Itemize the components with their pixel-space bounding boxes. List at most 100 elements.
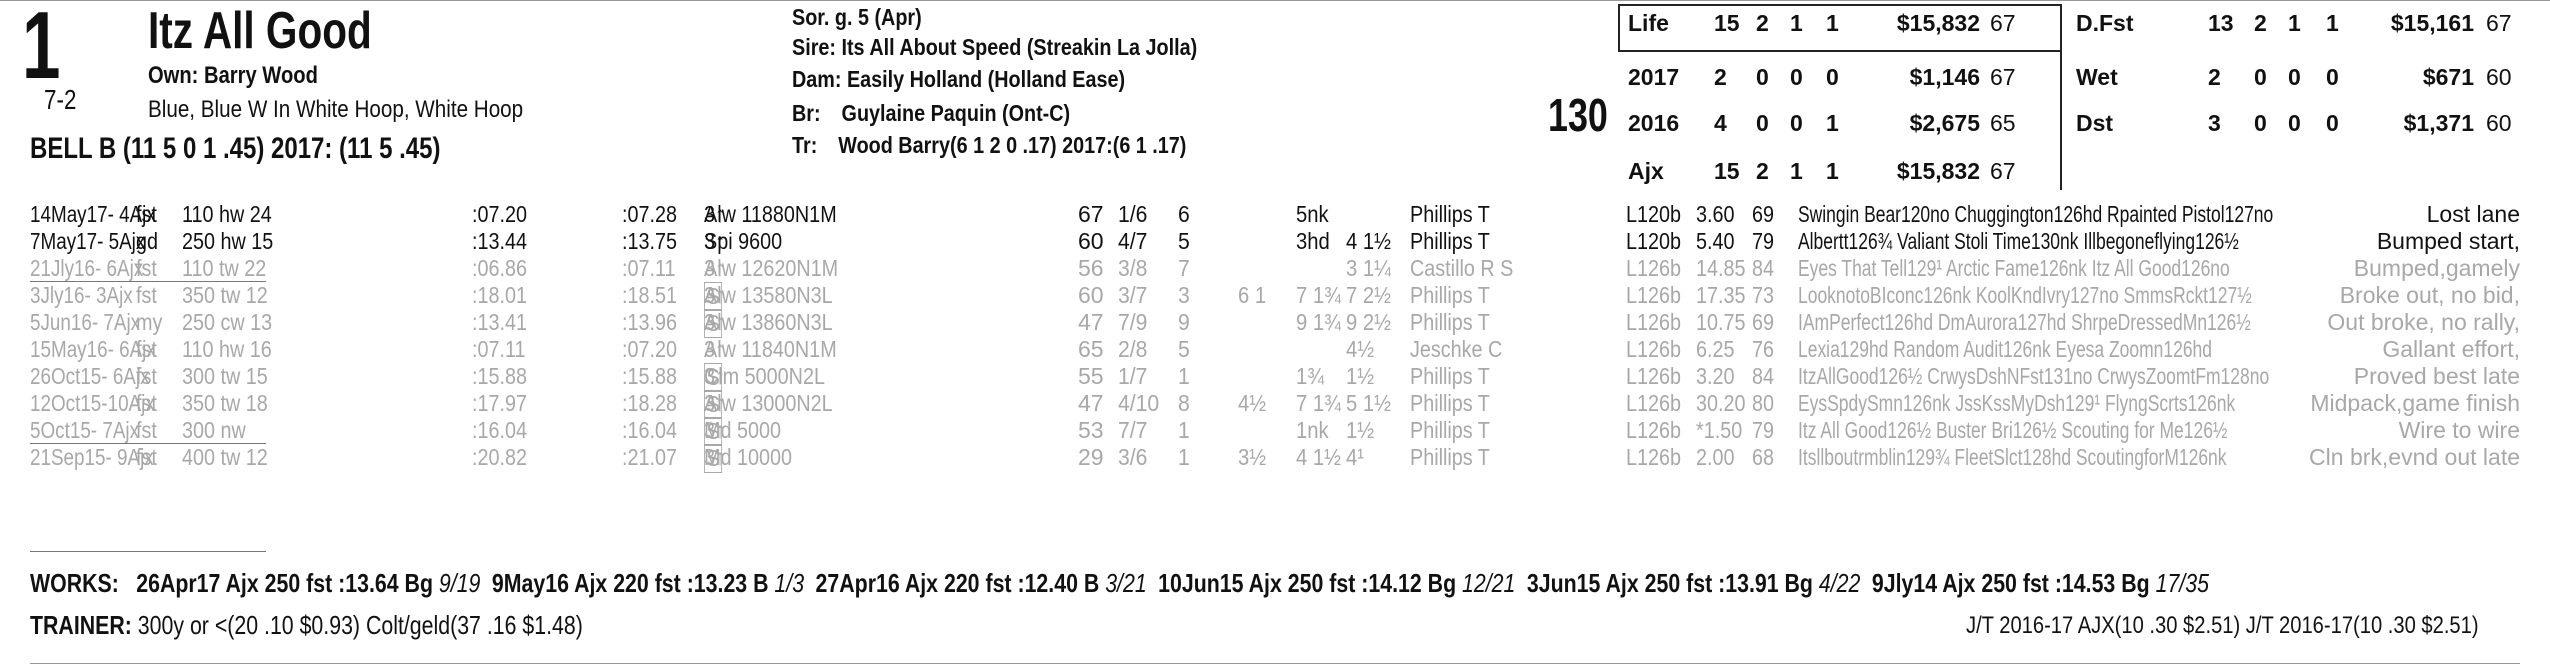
race-jockey: Jeschke C (1410, 336, 1503, 362)
trainer-line: Tr: Wood Barry(6 1 2 0 .17) 2017:(6 1 .1… (792, 132, 1186, 159)
trainer-stats-text: 300y or <(20 .10 $0.93) Colt/geld(37 .16… (137, 610, 583, 640)
race-speed-rating: 79 (1752, 228, 1775, 254)
finish-position: 4½ (1346, 336, 1375, 362)
bottom-rule (30, 663, 2520, 664)
age-restriction: 3↑ (704, 444, 725, 470)
surface-speed: 60 (2486, 110, 2512, 136)
age-restriction: 3↑ (704, 228, 725, 254)
start-position: 6 (1178, 201, 1190, 227)
race-date: 5Jun16- 7Ajx (30, 309, 141, 335)
age-restriction: 3↑ (704, 201, 725, 227)
stat-starts: 15 (1714, 158, 1740, 184)
top-finishers: Eyes That Tell129¹ Arctic Fame126nk Itz … (1798, 255, 2230, 281)
stat-places: 0 (1790, 110, 1803, 136)
fraction-time: :13.44 (472, 228, 527, 254)
race-date: 12Oct15-10Ajx (30, 390, 155, 416)
top-finishers: ItzAllGood126½ CrwysDshNFst131no CrwysZo… (1798, 363, 2270, 389)
race-row: 7May17- 5Ajx gd 250 hw 15:13.44:13.75 60 4/7… (0, 228, 2550, 255)
work-rank: 9/19 (438, 568, 481, 598)
stat-earnings: $15,832 (1896, 10, 1980, 36)
race-distance: 350 tw 12 (182, 282, 268, 308)
fraction-time: :07.20 (472, 201, 527, 227)
age-restriction: 3↑ (704, 336, 725, 362)
stat-starts: 2 (1714, 64, 1727, 90)
speed-figure: 60 (1078, 282, 1104, 308)
work-date: 10Jun15 (1158, 568, 1244, 598)
race-odds: 30.20 (1696, 390, 1746, 416)
race-jockey: Phillips T (1410, 201, 1490, 227)
speed-figure: 47 (1078, 309, 1104, 335)
start-position: 3 (1178, 282, 1190, 308)
works-line: WORKS: 26Apr17 Ajx 250 fst :13.64 Bg 9/1… (30, 567, 2209, 599)
race-jockey: Castillo R S (1410, 255, 1514, 281)
top-finishers: Itz All Good126½ Buster Bri126½ Scouting… (1798, 417, 2228, 443)
race-odds: 3.20 (1696, 363, 1735, 389)
dam-line: Dam: Easily Holland (Holland Ease) (792, 66, 1125, 93)
owner-label: Own: (148, 62, 199, 89)
race-comment: Lost lane (2426, 201, 2520, 227)
stats-box-top (1618, 4, 2062, 6)
speed-figure: 29 (1078, 444, 1104, 470)
trainer-stats-line: TRAINER: 300y or <(20 .10 $0.93) Colt/ge… (30, 609, 583, 641)
stats-box-left (1618, 4, 1620, 52)
top-finishers: EysSpdySmn126nk JssKssMyDsh129¹ FlyngScr… (1798, 390, 2236, 416)
work-entry: 3Jun15 Ajx 250 fst :13.91 Bg 4/22 (1527, 568, 1860, 598)
track-condition: fst (136, 417, 157, 443)
call-2: 1nk (1296, 417, 1329, 443)
stat-places: 0 (1790, 64, 1803, 90)
trainer-stats-label: TRAINER: (30, 610, 132, 640)
work-condition: fst (1329, 568, 1356, 598)
work-condition: fst (1686, 568, 1713, 598)
age-restriction: 3↑ (704, 255, 725, 281)
race-class-name: Clm 5000N2L (704, 363, 825, 389)
silks: Blue, Blue W In White Hoop, White Hoop (148, 96, 524, 123)
track-condition: my (136, 309, 163, 335)
race-distance: 250 hw 15 (182, 228, 274, 254)
finish-position: 7 2½ (1346, 282, 1392, 308)
race-odds: *1.50 (1696, 417, 1743, 443)
work-distance: 250 (264, 568, 301, 598)
stat-speed: 67 (1990, 10, 2016, 36)
work-grade: Bg (1784, 568, 1813, 598)
medication-weight: L120b (1626, 201, 1682, 227)
state-bred-box: S (704, 363, 723, 392)
race-jockey: Phillips T (1410, 444, 1490, 470)
surface-wins: 2 (2254, 10, 2267, 36)
work-date: 3Jun15 (1526, 568, 1601, 598)
top-finishers: LooknotoBIconc126nk KoolKndIvry127no Smm… (1798, 282, 2252, 308)
final-time: :07.11 (622, 255, 676, 281)
work-entry: 10Jun15 Ajx 250 fst :14.12 Bg 12/21 (1158, 568, 1515, 598)
state-bred-box: S (704, 417, 723, 446)
fraction-time: :06.86 (472, 255, 527, 281)
race-date: 7May17- 5Ajx (30, 228, 146, 254)
stat-earnings: $2,675 (1909, 110, 1980, 136)
work-rank: 17/35 (2155, 568, 2209, 598)
work-rank: 3/21 (1105, 568, 1147, 598)
speed-figure: 53 (1078, 417, 1104, 443)
stat-wins: 0 (1756, 110, 1769, 136)
track-condition: fst (136, 363, 157, 389)
race-distance: 400 tw 12 (182, 444, 268, 470)
race-speed-rating: 84 (1752, 255, 1775, 281)
start-position: 5 (1178, 228, 1190, 254)
post-position: 1/6 (1118, 201, 1148, 227)
call-1: 4½ (1238, 390, 1267, 416)
speed-figure: 56 (1078, 255, 1104, 281)
start-position: 5 (1178, 336, 1190, 362)
call-2: 1¾ (1296, 363, 1325, 389)
stat-label: Ajx (1628, 158, 1664, 184)
call-2: 5nk (1296, 201, 1329, 227)
surface-wins: 0 (2254, 64, 2267, 90)
race-class-name: Md 5000 (704, 417, 781, 443)
race-jockey: Phillips T (1410, 228, 1490, 254)
stat-shows: 1 (1826, 110, 1839, 136)
race-date: 14May17- 4Ajx (30, 201, 156, 227)
race-distance: 110 tw 22 (182, 255, 267, 281)
surface-earnings: $15,161 (2390, 10, 2474, 36)
race-comment: Out broke, no rally, (2327, 309, 2520, 335)
race-distance: 300 tw 15 (182, 363, 268, 389)
race-speed-rating: 80 (1752, 390, 1775, 416)
race-row: 3Jly16- 3Ajx fst 350 tw 12:18.01:18.51 60 3/… (0, 282, 2550, 311)
medication-weight: L126b (1626, 390, 1682, 416)
call-2: 3hd (1296, 228, 1330, 254)
